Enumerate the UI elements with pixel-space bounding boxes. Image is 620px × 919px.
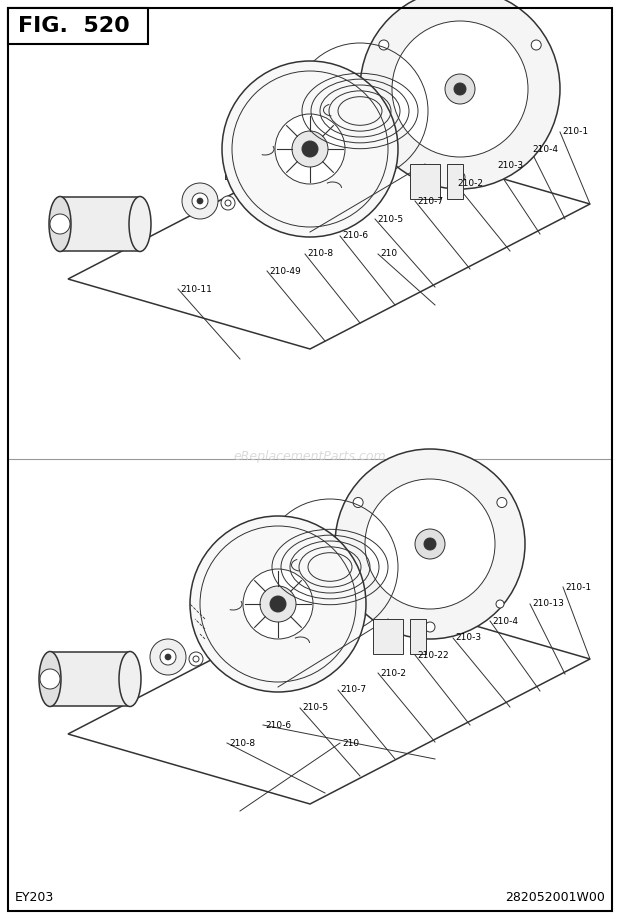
Circle shape — [335, 449, 525, 639]
Text: 282052001W00: 282052001W00 — [505, 891, 605, 904]
Circle shape — [531, 40, 541, 50]
Text: 210-1: 210-1 — [562, 128, 588, 137]
Circle shape — [424, 538, 436, 550]
Polygon shape — [410, 164, 440, 199]
Ellipse shape — [49, 197, 71, 252]
Text: 210-2: 210-2 — [457, 178, 483, 187]
Text: FIG.  520: FIG. 520 — [18, 16, 130, 36]
Circle shape — [353, 497, 363, 507]
Text: 210-6: 210-6 — [265, 720, 291, 730]
Text: 210-6: 210-6 — [342, 232, 368, 241]
Circle shape — [225, 200, 231, 206]
Circle shape — [189, 652, 203, 666]
Text: 210-4: 210-4 — [492, 617, 518, 626]
Text: 210-7: 210-7 — [340, 686, 366, 695]
Circle shape — [182, 183, 218, 219]
Text: 210-13: 210-13 — [532, 599, 564, 608]
Circle shape — [360, 0, 560, 189]
Text: 210-3: 210-3 — [455, 633, 481, 642]
Polygon shape — [410, 619, 426, 654]
Text: 210-2: 210-2 — [380, 668, 406, 677]
Circle shape — [165, 654, 171, 660]
Circle shape — [40, 669, 60, 689]
Text: 210-7: 210-7 — [417, 197, 443, 206]
Circle shape — [365, 479, 495, 609]
Circle shape — [496, 600, 504, 608]
Circle shape — [292, 131, 328, 167]
Circle shape — [445, 74, 475, 104]
Ellipse shape — [129, 197, 151, 252]
Circle shape — [379, 40, 389, 50]
Circle shape — [197, 198, 203, 204]
Circle shape — [150, 639, 186, 675]
Circle shape — [392, 21, 528, 157]
Polygon shape — [68, 589, 590, 804]
Polygon shape — [447, 164, 463, 199]
Polygon shape — [60, 197, 140, 251]
Text: 210-8: 210-8 — [307, 249, 333, 258]
Bar — [8, 8, 148, 44]
Text: 210-49: 210-49 — [269, 267, 301, 276]
Circle shape — [497, 497, 507, 507]
Circle shape — [260, 586, 296, 622]
Text: 210-1: 210-1 — [565, 583, 591, 592]
Circle shape — [275, 114, 345, 184]
Circle shape — [243, 569, 313, 639]
Circle shape — [455, 172, 465, 182]
Polygon shape — [373, 619, 403, 654]
Circle shape — [222, 61, 398, 237]
Polygon shape — [50, 652, 130, 706]
Text: 210-11: 210-11 — [180, 285, 212, 293]
Ellipse shape — [119, 652, 141, 707]
Text: 210: 210 — [380, 249, 397, 258]
Circle shape — [192, 193, 208, 209]
Text: 210-22: 210-22 — [417, 651, 449, 660]
Circle shape — [454, 83, 466, 95]
Circle shape — [190, 516, 366, 692]
Circle shape — [221, 196, 235, 210]
Circle shape — [425, 622, 435, 632]
Circle shape — [193, 656, 199, 662]
Circle shape — [50, 214, 70, 234]
Text: 210-8: 210-8 — [229, 739, 255, 747]
Circle shape — [415, 529, 445, 559]
Text: 210-5: 210-5 — [377, 214, 403, 223]
Text: 210-3: 210-3 — [497, 162, 523, 171]
Circle shape — [270, 596, 286, 612]
Circle shape — [160, 649, 176, 665]
Text: 210: 210 — [342, 739, 359, 747]
Ellipse shape — [39, 652, 61, 707]
Text: 210-5: 210-5 — [302, 704, 328, 712]
Text: EY203: EY203 — [15, 891, 55, 904]
Text: 210-4: 210-4 — [532, 144, 558, 153]
Text: eReplacementParts.com: eReplacementParts.com — [234, 450, 386, 463]
Polygon shape — [68, 134, 590, 349]
Circle shape — [302, 141, 318, 157]
